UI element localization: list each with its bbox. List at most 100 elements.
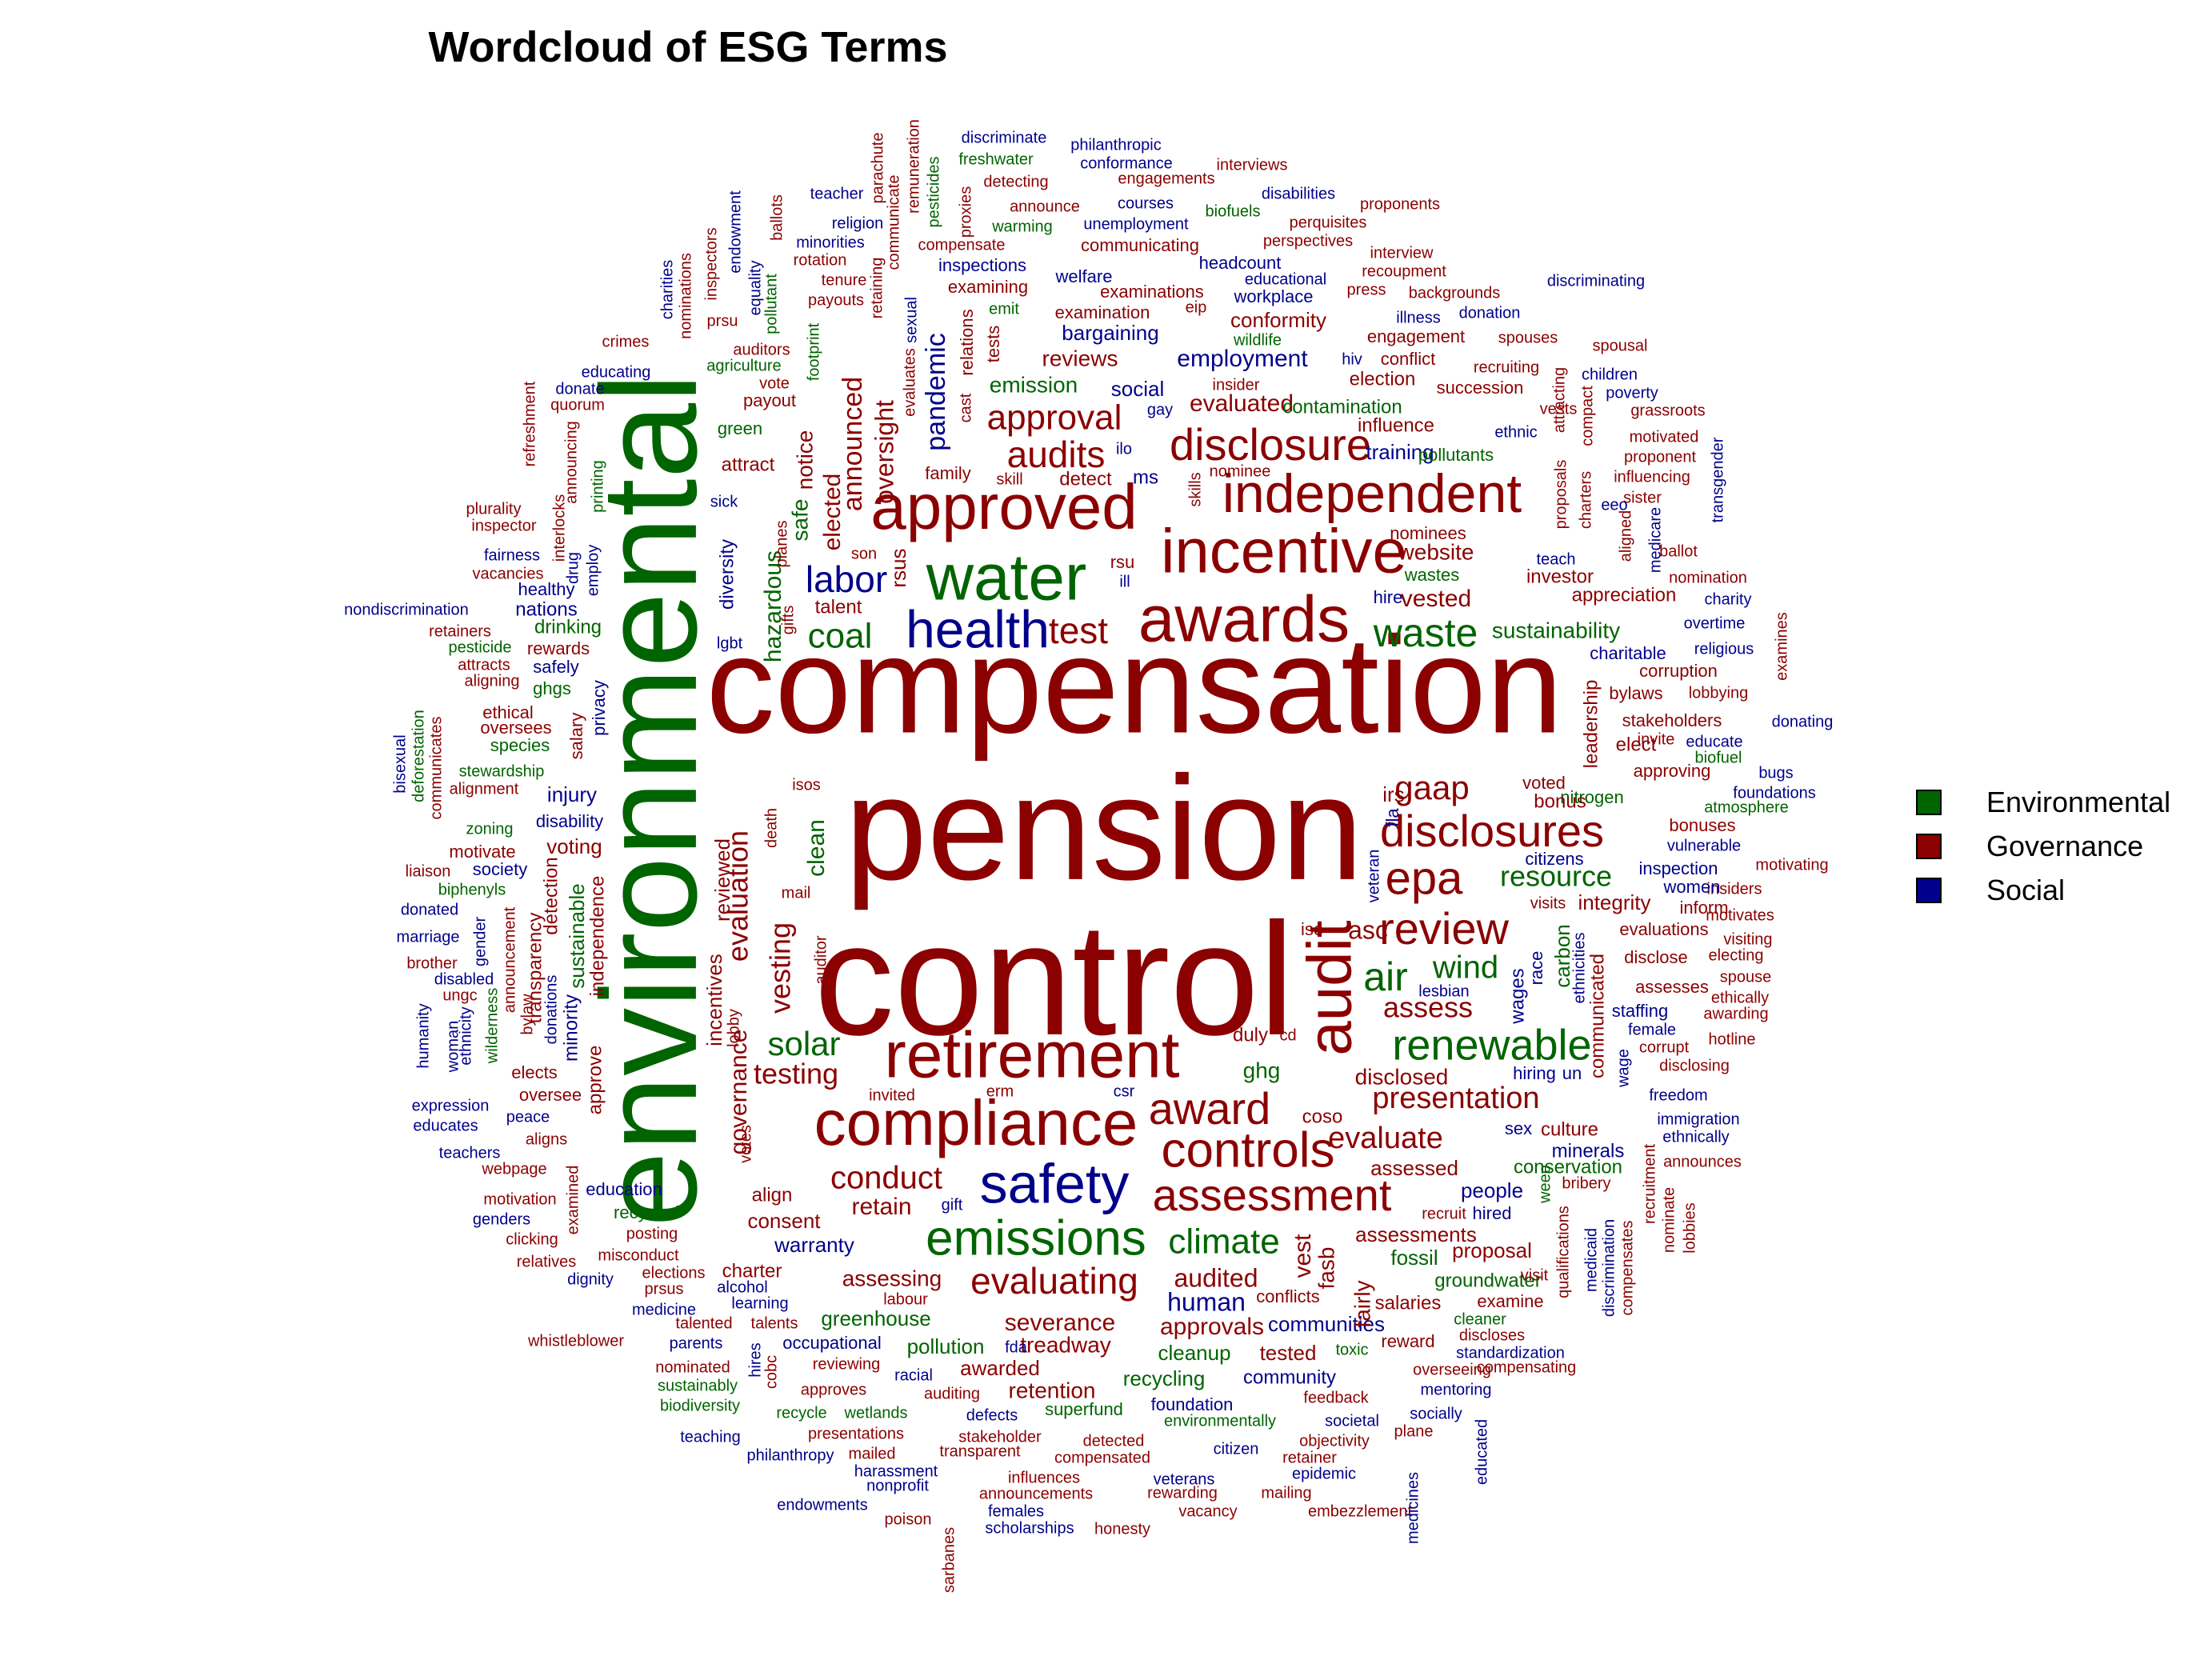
- word-overtime: overtime: [1684, 614, 1746, 632]
- word-retain: retain: [851, 1194, 911, 1220]
- word-voting: voting: [546, 834, 602, 858]
- word-endowments: endowments: [777, 1496, 867, 1514]
- word-approved: approved: [870, 471, 1138, 542]
- word-payouts: payouts: [808, 291, 864, 309]
- word-announces: announces: [1663, 1153, 1742, 1170]
- word-alignment: alignment: [450, 780, 519, 798]
- word-inform: inform: [1679, 898, 1728, 918]
- word-wildlife: wildlife: [1233, 331, 1282, 349]
- word-communicates: communicates: [427, 717, 445, 820]
- word-occupational: occupational: [782, 1333, 882, 1353]
- word-vests: vests: [1540, 400, 1578, 418]
- word-fossil: fossil: [1390, 1246, 1438, 1270]
- word-minority: minority: [560, 994, 582, 1062]
- word-health: health: [906, 599, 1050, 658]
- word-hotline: hotline: [1709, 1030, 1756, 1048]
- word-nondiscrimination: nondiscrimination: [344, 601, 469, 618]
- word-sister: sister: [1623, 489, 1662, 506]
- word-aligns: aligns: [526, 1130, 567, 1148]
- legend-label-governance: Governance: [1986, 829, 2144, 862]
- word-governance: governance: [726, 1030, 752, 1155]
- word-retainers: retainers: [429, 622, 491, 640]
- legend-key-social: [1916, 877, 1942, 903]
- word-evaluated: evaluated: [1190, 390, 1294, 417]
- word-labour: labour: [883, 1290, 928, 1308]
- word-talent: talent: [815, 596, 862, 618]
- word-appreciation: appreciation: [1572, 584, 1677, 606]
- word-tenure: tenure: [822, 271, 867, 289]
- word-pollutants: pollutants: [1418, 445, 1494, 465]
- word-environmentally: environmentally: [1164, 1412, 1276, 1430]
- word-perquisites: perquisites: [1290, 214, 1367, 231]
- word-examines: examines: [1773, 612, 1790, 681]
- word-disclosures: disclosures: [1380, 806, 1604, 856]
- word-motivated: motivated: [1630, 428, 1699, 446]
- word-attract: attract: [722, 454, 775, 475]
- word-citizen: citizen: [1214, 1440, 1259, 1458]
- word-evaluates: evaluates: [901, 348, 918, 417]
- word-announcements: announcements: [979, 1485, 1093, 1502]
- word-motivates: motivates: [1706, 906, 1774, 924]
- word-pandemic: pandemic: [921, 333, 951, 450]
- word-duly: duly: [1233, 1024, 1268, 1046]
- word-toxic: toxic: [1335, 1341, 1368, 1358]
- word-ethnicity: ethnicity: [457, 1006, 474, 1065]
- word-people: people: [1461, 1178, 1523, 1202]
- word-attracting: attracting: [1550, 367, 1568, 433]
- word-compact: compact: [1578, 386, 1596, 446]
- word-educational: educational: [1245, 270, 1326, 288]
- word-perspectives: perspectives: [1263, 232, 1353, 250]
- word-rsus: rsus: [886, 548, 910, 587]
- word-interlocks: interlocks: [550, 494, 568, 562]
- word-genders: genders: [473, 1210, 530, 1228]
- word-cleaner: cleaner: [1454, 1310, 1506, 1328]
- word-recoupment: recoupment: [1362, 262, 1446, 280]
- word-diversity: diversity: [716, 539, 738, 610]
- word-ethnically: ethnically: [1662, 1128, 1729, 1146]
- word-atmosphere: atmosphere: [1704, 798, 1789, 816]
- word-rewards: rewards: [527, 638, 590, 658]
- word-nitrogen: nitrogen: [1560, 787, 1624, 807]
- legend-key-environmental: [1916, 789, 1942, 815]
- word-compensation: compensation: [706, 608, 1563, 762]
- word-recycling: recycling: [1123, 1366, 1206, 1390]
- word-charity: charity: [1705, 590, 1752, 608]
- word-bribery: bribery: [1562, 1174, 1610, 1192]
- word-societal: societal: [1325, 1412, 1379, 1430]
- word-ethnic: ethnic: [1494, 423, 1537, 441]
- word-recruit: recruit: [1422, 1205, 1466, 1222]
- word-medicaid: medicaid: [1582, 1228, 1600, 1292]
- word-groundwater: groundwater: [1434, 1270, 1541, 1291]
- word-poison: poison: [885, 1510, 932, 1528]
- word-dignity: dignity: [567, 1270, 614, 1288]
- word-stakeholders: stakeholders: [1622, 710, 1722, 730]
- word-proposal: proposal: [1452, 1238, 1532, 1262]
- word-inspector: inspector: [471, 517, 536, 534]
- word-evaluating: evaluating: [970, 1260, 1138, 1302]
- word-standardization: standardization: [1456, 1344, 1565, 1362]
- word-disabled: disabled: [434, 970, 494, 988]
- word-announcement: announcement: [501, 906, 518, 1013]
- word-fla: fla: [1382, 808, 1402, 827]
- word-parents: parents: [670, 1334, 723, 1352]
- word-ungc: ungc: [442, 986, 477, 1004]
- word-teach: teach: [1537, 550, 1576, 568]
- word-welfare: welfare: [1055, 266, 1113, 286]
- word-bugs: bugs: [1758, 764, 1793, 782]
- word-ethnicities: ethnicities: [1570, 933, 1588, 1004]
- word-evaluations: evaluations: [1619, 919, 1708, 939]
- word-printing: printing: [589, 460, 606, 513]
- word-influences: influences: [1008, 1469, 1080, 1486]
- word-coso: coso: [1302, 1106, 1343, 1127]
- word-wetlands: wetlands: [844, 1404, 908, 1422]
- word-evaluation: evaluation: [722, 830, 754, 962]
- word-integrity: integrity: [1578, 890, 1650, 914]
- word-son: son: [851, 545, 877, 562]
- word-approve: approve: [584, 1046, 606, 1115]
- word-influence: influence: [1358, 414, 1434, 436]
- word-nominee: nominee: [1210, 462, 1271, 480]
- word-sarbanes: sarbanes: [940, 1527, 958, 1593]
- word-reviewed: reviewed: [710, 838, 734, 922]
- word-donation: donation: [1459, 304, 1521, 322]
- word-ghgs: ghgs: [533, 678, 571, 698]
